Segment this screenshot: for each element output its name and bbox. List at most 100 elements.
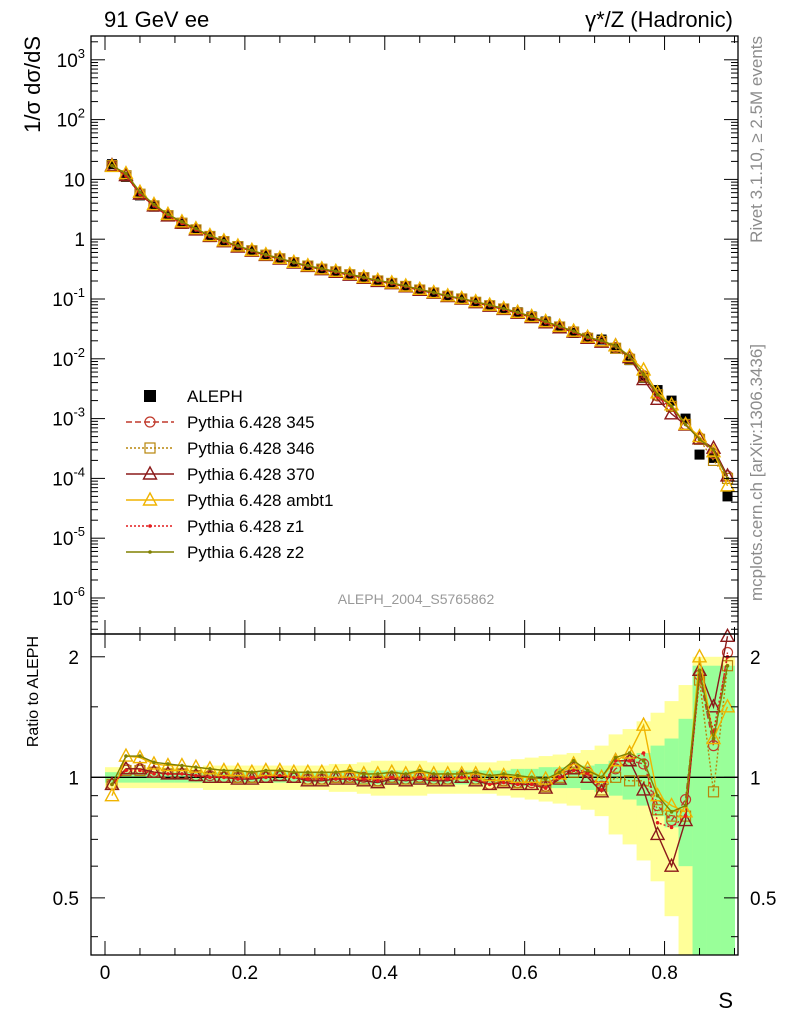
- legend-label-pythia-6-428-z2: Pythia 6.428 z2: [187, 543, 304, 562]
- point-pythia-6-428-ambt1: [705, 443, 722, 458]
- ratio-point-pythia-6-428-370: [118, 760, 134, 775]
- point-pythia-6-428-z2: [599, 338, 604, 343]
- ratio-ytick-label: 0.5: [53, 889, 79, 910]
- ratio-point-pythia-6-428-z1: [669, 825, 674, 830]
- ratio-point-pythia-6-428-z2: [613, 755, 618, 760]
- ratio-point-pythia-6-428-z1: [627, 758, 632, 763]
- main-ytick-label: 10-6: [52, 584, 85, 610]
- ratio-point-pythia-6-428-345: [637, 758, 650, 770]
- ratio-point-pythia-6-428-ambt1: [230, 762, 246, 777]
- ratio-point-pythia-6-428-z1: [515, 782, 520, 787]
- ratio-point-pythia-6-428-370: [454, 768, 470, 784]
- point-pythia-6-428-z2: [152, 202, 156, 207]
- main-ytick-label: 1: [74, 230, 85, 251]
- ratio-point-pythia-6-428-z1: [431, 777, 436, 781]
- main-ytick-label: 10-4: [52, 464, 85, 490]
- point-pythia-6-428-z2: [110, 163, 114, 168]
- ratio-point-pythia-6-428-370: [146, 763, 162, 778]
- ratio-point-pythia-6-428-370: [523, 775, 540, 791]
- point-pythia-6-428-z2: [166, 212, 170, 217]
- point-pythia-6-428-z2: [473, 299, 478, 304]
- ratio-point-pythia-6-428-370: [300, 772, 316, 787]
- ratio-frame: [90, 633, 739, 956]
- point-pythia-6-428-370: [719, 467, 736, 482]
- ratio-point-pythia-6-428-ambt1: [635, 716, 652, 731]
- ratio-point-pythia-6-428-z1: [655, 820, 660, 825]
- point-pythia-6-428-z2: [278, 256, 282, 261]
- ratio-ytick-label: 2: [68, 648, 79, 669]
- point-pythia-6-428-z2: [459, 296, 464, 301]
- ratio-point-pythia-6-428-z2: [473, 770, 478, 774]
- point-pythia-6-428-z2: [515, 310, 520, 315]
- xtick-label: 0.6: [511, 963, 537, 984]
- rivet-label: Rivet 3.1.10, ≥ 2.5M events: [747, 36, 766, 243]
- ratio-point-pythia-6-428-z1: [348, 777, 352, 781]
- ratio-point-pythia-6-428-z1: [166, 772, 170, 776]
- ratio-point-pythia-6-428-z2: [557, 770, 562, 774]
- ratio-point-pythia-6-428-346: [609, 771, 622, 783]
- ratio-point-pythia-6-428-ambt1: [649, 787, 666, 802]
- main-ytick-label: 10-5: [52, 524, 85, 550]
- ratio-point-pythia-6-428-z2: [166, 762, 170, 766]
- point-pythia-6-428-z2: [417, 287, 422, 292]
- main-ytick-label: 10-1: [52, 285, 85, 311]
- point-pythia-6-428-z2: [641, 372, 646, 377]
- ratio-point-pythia-6-428-z1: [334, 777, 338, 781]
- aleph-point: [722, 491, 733, 502]
- ratio-point-pythia-6-428-370: [188, 767, 204, 782]
- ratio-point-pythia-6-428-z2: [403, 772, 408, 776]
- point-pythia-6-428-z2: [361, 275, 366, 280]
- point-pythia-6-428-ambt1: [677, 415, 694, 431]
- ratio-point-pythia-6-428-z2: [236, 768, 240, 773]
- ratio-point-pythia-6-428-z1: [194, 773, 198, 778]
- ratio-point-pythia-6-428-z2: [194, 765, 198, 769]
- legend: ALEPH Pythia 6.428 345 Pythia 6.428 346 Pyt…: [126, 387, 333, 562]
- main-ytick-label: 10-2: [52, 345, 85, 371]
- ratio-point-pythia-6-428-z1: [403, 777, 408, 781]
- main-ylabel: 1/σ dσ/dS: [20, 36, 45, 133]
- ratio-point-pythia-6-428-z1: [152, 772, 156, 776]
- ratio-point-pythia-6-428-z1: [641, 751, 646, 755]
- legend-marker-pythia-6-428-ambt1: [142, 491, 158, 506]
- ratio-point-pythia-6-428-z2: [208, 767, 212, 771]
- ratio-point-pythia-6-428-370: [635, 781, 652, 796]
- point-pythia-6-428-z2: [711, 448, 716, 452]
- ratio-point-pythia-6-428-z2: [292, 770, 296, 774]
- point-pythia-6-428-ambt1: [160, 205, 176, 221]
- ratio-point-pythia-6-428-370: [384, 770, 400, 785]
- ratio-point-pythia-6-428-370: [132, 760, 148, 775]
- ratio-point-pythia-6-428-z1: [222, 775, 226, 780]
- ratio-point-pythia-6-428-z1: [543, 786, 548, 790]
- legend-label-pythia-6-428-z1: Pythia 6.428 z1: [187, 517, 304, 536]
- ratio-point-pythia-6-428-370: [314, 772, 330, 787]
- ratio-point-pythia-6-428-z2: [222, 768, 226, 773]
- ratio-point-pythia-6-428-ambt1: [300, 763, 316, 778]
- ratio-point-pythia-6-428-ambt1: [118, 747, 134, 762]
- ratio-point-pythia-6-428-346: [651, 804, 664, 816]
- legend-marker-pythia-6-428-z1: [148, 524, 152, 528]
- ratio-point-pythia-6-428-370: [705, 698, 722, 713]
- ratio-point-pythia-6-428-z2: [487, 773, 492, 778]
- ratio-point-pythia-6-428-370: [342, 770, 358, 785]
- ratio-point-pythia-6-428-370: [370, 774, 386, 789]
- ratio-point-pythia-6-428-z1: [250, 775, 254, 780]
- ratio-point-pythia-6-428-370: [551, 770, 568, 785]
- ratio-point-pythia-6-428-z1: [473, 777, 478, 781]
- legend-label-pythia-6-428-370: Pythia 6.428 370: [187, 465, 315, 484]
- point-pythia-6-428-z2: [180, 220, 184, 224]
- ratio-point-pythia-6-428-z2: [683, 803, 688, 808]
- main-ytick-label: 10-3: [52, 405, 85, 431]
- ratio-ytick-label-right: 1: [750, 768, 761, 789]
- xtick-label: 0: [100, 963, 111, 984]
- ratio-point-pythia-6-428-z1: [599, 788, 604, 792]
- ratio-point-pythia-6-428-ambt1: [258, 762, 274, 777]
- point-pythia-6-428-z2: [375, 278, 380, 283]
- point-pythia-6-428-370: [160, 207, 176, 222]
- ratio-point-pythia-6-428-370: [174, 765, 190, 780]
- ratio-point-pythia-6-428-z1: [236, 777, 240, 781]
- ratio-point-pythia-6-428-z1: [278, 773, 282, 778]
- ratio-point-pythia-6-428-z1: [501, 780, 506, 785]
- series-line-pythia-6-428-ambt1: [111, 165, 729, 487]
